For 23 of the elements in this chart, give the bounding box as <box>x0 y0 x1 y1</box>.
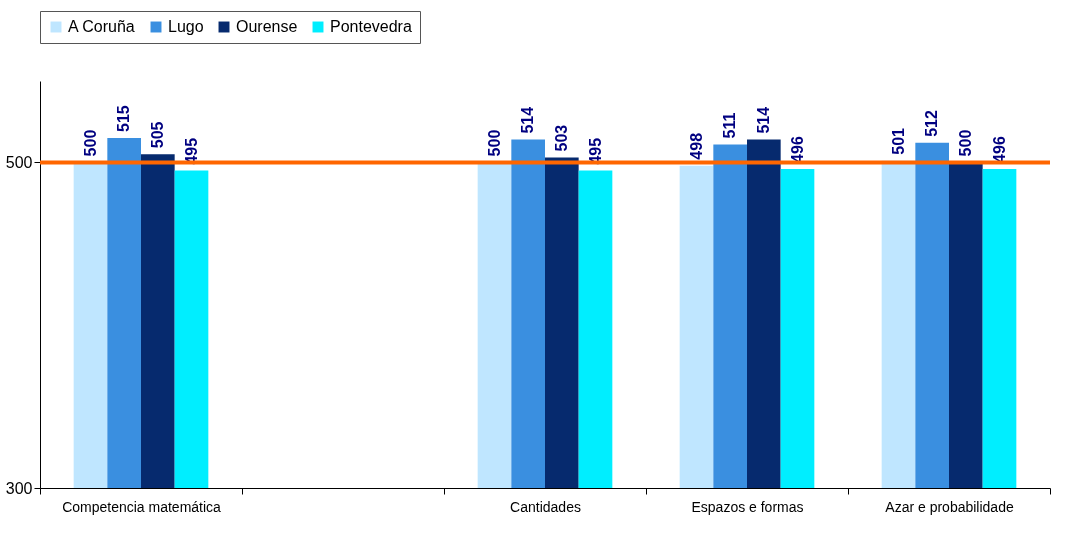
data-label: 503 <box>552 124 570 152</box>
data-label: 514 <box>754 106 772 134</box>
data-label: 501 <box>889 127 907 155</box>
data-label: 498 <box>687 132 705 160</box>
data-label: 500 <box>956 129 974 157</box>
data-label: 496 <box>788 136 806 163</box>
x-tick-label: Cantidades <box>510 498 581 515</box>
legend-label: Lugo <box>168 18 204 35</box>
x-tick-label: Espazos e formas <box>691 498 804 515</box>
legend-label: A Coruña <box>68 18 135 35</box>
legend-label: Pontevedra <box>330 18 412 35</box>
legend-label: Ourense <box>236 18 298 35</box>
data-label: 512 <box>923 110 941 137</box>
data-label: 515 <box>115 105 133 132</box>
data-label: 500 <box>81 129 99 157</box>
data-label: 496 <box>990 136 1008 163</box>
data-label: 511 <box>721 112 739 139</box>
data-label: 500 <box>485 129 503 157</box>
data-label: 514 <box>519 106 537 134</box>
x-tick-label: Competencia matemática <box>62 498 222 515</box>
data-label: 505 <box>148 121 166 149</box>
y-tick-label: 300 <box>5 479 33 497</box>
x-tick-label: Azar e probabilidade <box>885 498 1014 515</box>
